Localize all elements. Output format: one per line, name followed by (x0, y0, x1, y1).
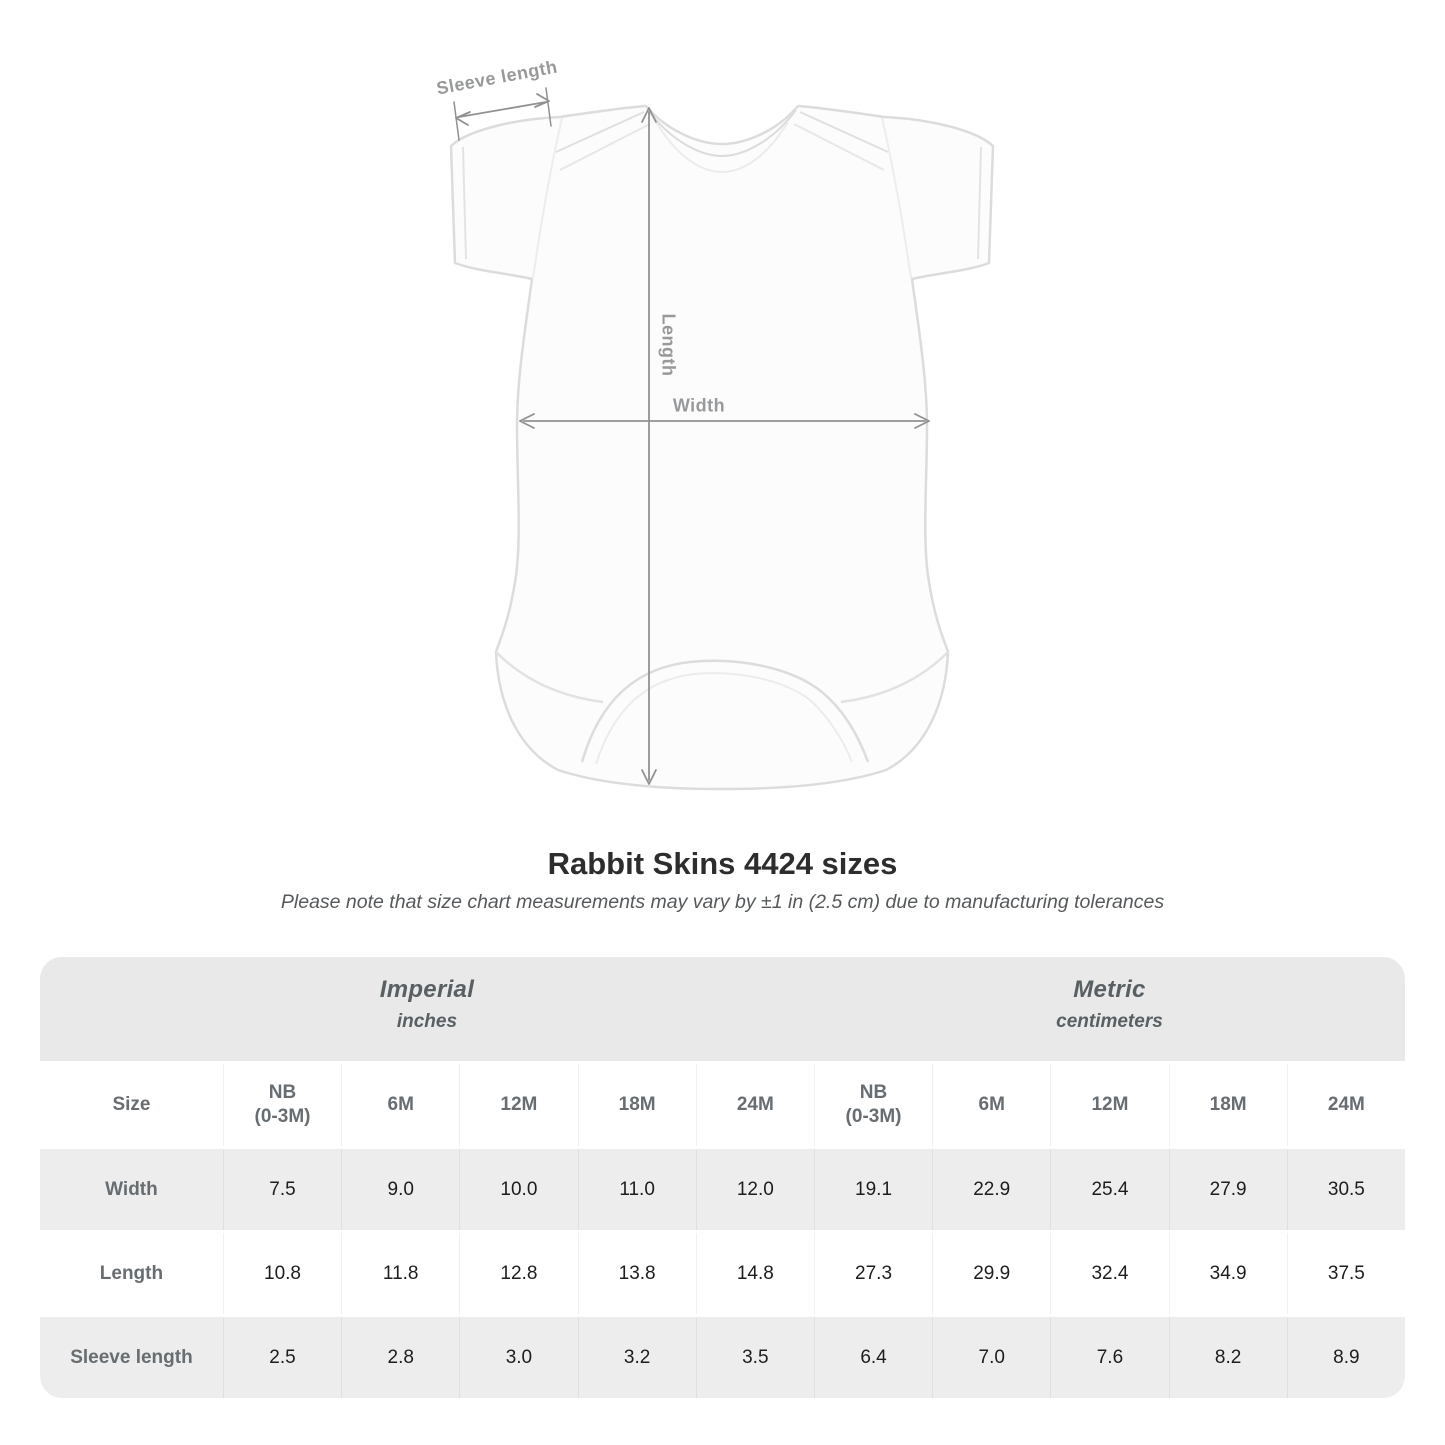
cell: 7.6 (1050, 1317, 1169, 1398)
cell: 27.3 (813, 1233, 933, 1314)
row-label: Width (40, 1149, 223, 1230)
cell: 6.4 (813, 1317, 933, 1398)
cell: 10.8 (222, 1233, 342, 1314)
cell: 12.8 (459, 1233, 578, 1314)
col-metric-24m: 24M (1286, 1064, 1405, 1146)
cell: 3.2 (577, 1317, 696, 1398)
cell: 14.8 (695, 1233, 814, 1314)
cell: 19.1 (813, 1149, 933, 1230)
cell: 3.0 (459, 1317, 578, 1398)
cell: 29.9 (932, 1233, 1051, 1314)
cell: 11.0 (577, 1149, 696, 1230)
cell: 9.0 (341, 1149, 460, 1230)
size-chart-table: Imperial inches Metric centimeters Size … (40, 954, 1405, 1401)
size-corner-header: Size (40, 1064, 223, 1146)
cell: 8.2 (1168, 1317, 1287, 1398)
cell: 37.5 (1286, 1233, 1405, 1314)
cell: 3.5 (695, 1317, 814, 1398)
cell: 2.8 (341, 1317, 460, 1398)
width-dimension-line (519, 413, 930, 429)
imperial-unit: inches (396, 1010, 458, 1032)
cell: 7.5 (222, 1149, 342, 1230)
cell: 25.4 (1050, 1149, 1169, 1230)
cell: 13.8 (577, 1233, 696, 1314)
table-row-length: Length 10.8 11.8 12.8 13.8 14.8 27.3 29.… (40, 1233, 1405, 1314)
sleeve-length-dimension-line (453, 87, 552, 141)
unit-group-header-row: Imperial inches Metric centimeters (40, 957, 1405, 1061)
col-metric-12m: 12M (1050, 1064, 1169, 1146)
col-imperial-12m: 12M (459, 1064, 578, 1146)
cell: 30.5 (1286, 1149, 1405, 1230)
col-imperial-18m: 18M (577, 1064, 696, 1146)
imperial-group-header: Imperial inches (40, 957, 814, 1061)
width-label: Width (672, 395, 726, 416)
metric-unit: centimeters (1056, 1010, 1163, 1032)
cell: 34.9 (1168, 1233, 1287, 1314)
tolerance-note: Please note that size chart measurements… (280, 891, 1165, 913)
table-row-sleeve-length: Sleeve length 2.5 2.8 3.0 3.2 3.5 6.4 7.… (40, 1317, 1405, 1398)
metric-label: Metric (1073, 975, 1146, 1003)
cell: 27.9 (1168, 1149, 1287, 1230)
cell: 7.0 (932, 1317, 1051, 1398)
col-metric-6m: 6M (932, 1064, 1051, 1146)
col-metric-18m: 18M (1168, 1064, 1287, 1146)
row-label: Length (40, 1233, 223, 1314)
col-imperial-nb: NB (0-3M) (222, 1064, 342, 1146)
cell: 32.4 (1050, 1233, 1169, 1314)
col-imperial-6m: 6M (341, 1064, 460, 1146)
col-metric-nb: NB (0-3M) (813, 1064, 933, 1146)
cell: 12.0 (695, 1149, 814, 1230)
metric-group-header: Metric centimeters (813, 957, 1405, 1061)
heading-block: Rabbit Skins 4424 sizes Please note that… (0, 846, 1445, 914)
row-label: Sleeve length (40, 1317, 223, 1398)
cell: 10.0 (459, 1149, 578, 1230)
col-imperial-24m: 24M (695, 1064, 814, 1146)
cell: 2.5 (222, 1317, 342, 1398)
bodysuit-diagram (449, 87, 995, 791)
table-row-width: Width 7.5 9.0 10.0 11.0 12.0 19.1 22.9 2… (40, 1149, 1405, 1230)
cell: 22.9 (932, 1149, 1051, 1230)
cell: 8.9 (1286, 1317, 1405, 1398)
page-title: Rabbit Skins 4424 sizes (547, 846, 898, 881)
length-label: Length (658, 313, 679, 377)
bodysuit-illustration (449, 104, 995, 791)
cell: 11.8 (341, 1233, 460, 1314)
size-table-container: Imperial inches Metric centimeters Size … (40, 954, 1405, 1401)
length-dimension-line (641, 107, 657, 785)
imperial-label: Imperial (379, 975, 475, 1003)
size-column-header-row: Size NB (0-3M) 6M 12M 18M 24M NB (0-3M) … (40, 1064, 1405, 1146)
